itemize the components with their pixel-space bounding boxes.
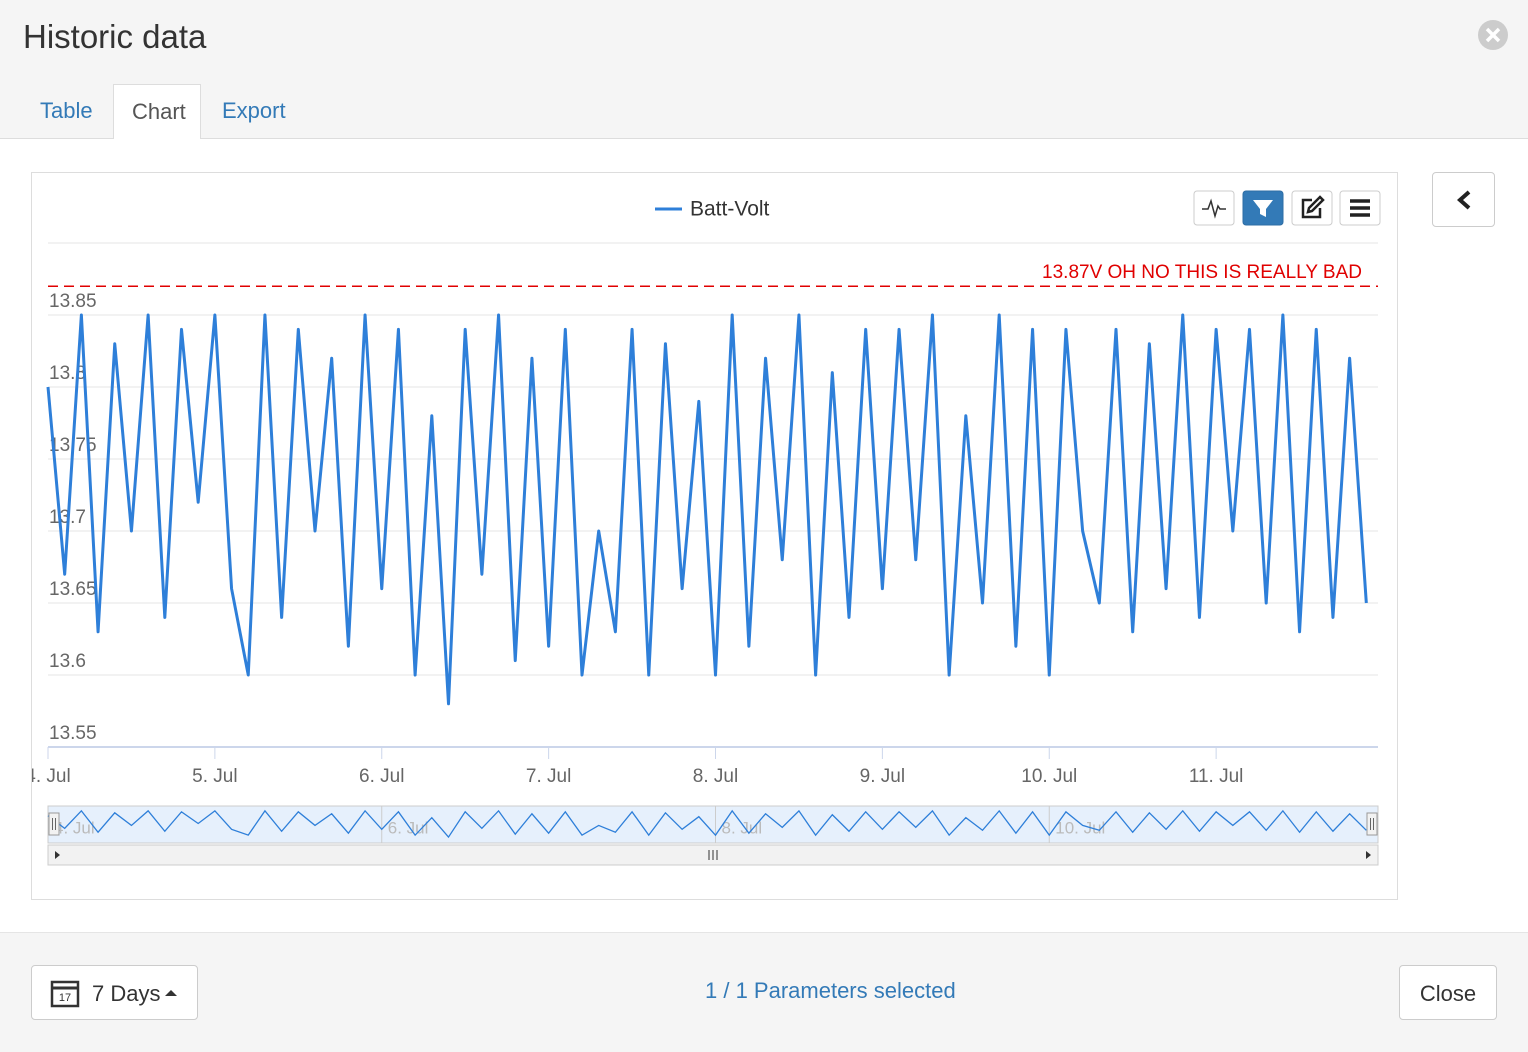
range-label: 7 Days [92,981,161,1006]
y-tick-label: 13.85 [49,291,97,312]
legend-label: Batt-Volt [690,198,770,221]
navigator[interactable] [47,805,1379,844]
dialog-title: Historic data [23,18,207,55]
icon [1301,195,1325,219]
scroll-grip [708,850,718,860]
caret [165,990,177,996]
icon [1202,198,1226,219]
icon [1253,200,1273,217]
header [0,0,1528,139]
y-tick-label: 13.6 [49,651,86,672]
navigator-label: 10. Jul [1055,818,1105,837]
handle-grip [52,818,56,830]
handle-grip [1370,818,1374,830]
range-button[interactable]: 17 7 Days [31,965,198,1020]
selection-status[interactable]: 1 / 1 Parameters selected [705,978,956,1003]
navigator-handle [48,812,60,836]
footer [0,932,1528,1052]
toolbar-button[interactable] [1291,190,1333,226]
x-tick-label: 7. Jul [526,766,571,787]
plot-line-label: 13.87V OH NO THIS IS REALLY BAD [1042,262,1362,283]
x-tick-label: 9. Jul [860,766,905,787]
collapse-button[interactable] [1432,172,1495,227]
navigator-label: 8. Jul [722,818,763,837]
toolbar-button[interactable] [1193,190,1235,226]
y-tick-label: 13.55 [49,723,97,744]
chevron-icon [1456,190,1471,210]
x-tick-label: 4. Jul [32,766,71,787]
x-tick-label: 5. Jul [192,766,237,787]
svg-text:17: 17 [59,992,71,1004]
y-tick-label: 13.8 [49,363,86,384]
tab[interactable]: Table [40,98,93,123]
tab[interactable]: Export [222,98,286,123]
y-tick-label: 13.65 [49,579,97,600]
x-tick-label: 8. Jul [693,766,738,787]
series-line [46,313,1368,706]
x-tick-label: 6. Jul [359,766,404,787]
navigator-label: 4. Jul [54,818,95,837]
navigator-handle [1366,812,1378,836]
navigator-line [47,809,1367,839]
close-icon[interactable] [1477,19,1509,51]
x-tick-label: 11. Jul [1189,766,1244,787]
calendar-icon: 17 [50,980,80,1008]
tab[interactable]: Chart [113,84,201,139]
icon [1350,199,1370,217]
toolbar [1193,190,1381,226]
chart-container [31,172,1398,900]
close-button[interactable]: Close [1399,965,1497,1020]
x-tick-label: 10. Jul [1021,766,1077,787]
